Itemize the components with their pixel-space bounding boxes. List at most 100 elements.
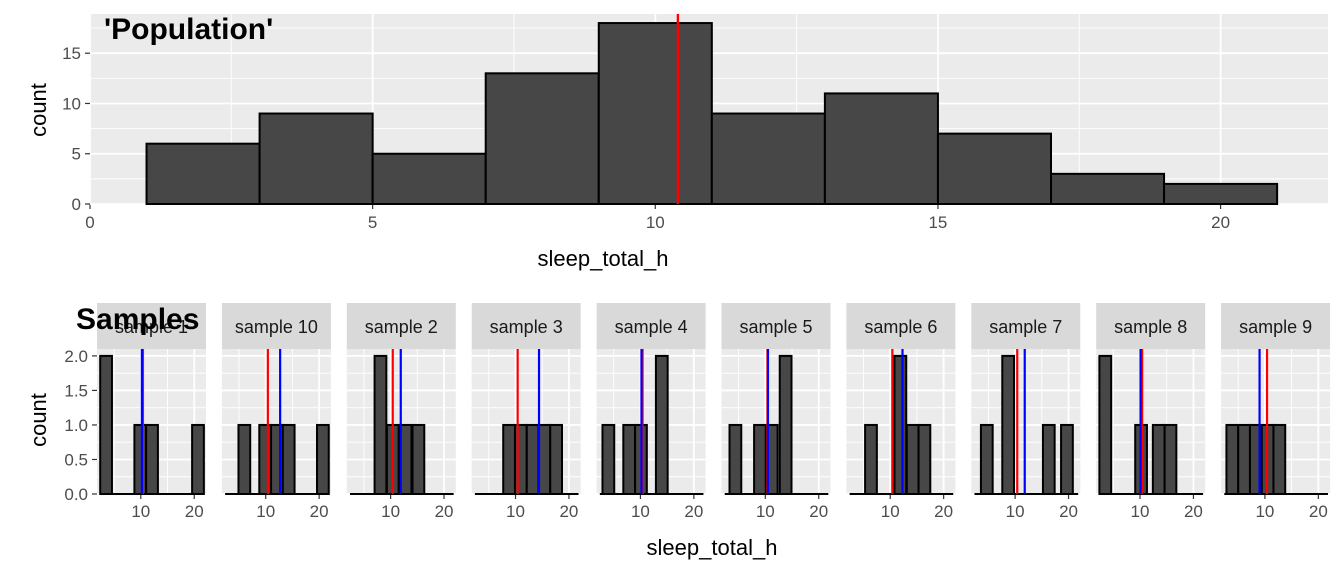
y-tick-label: 0.5 xyxy=(64,450,88,469)
histogram-bar xyxy=(133,423,148,496)
facet-strip-label: sample 1 xyxy=(115,317,188,337)
histogram-bar xyxy=(373,354,388,495)
x-tick-label: 10 xyxy=(1255,502,1274,521)
x-tick-label: 10 xyxy=(381,502,400,521)
histogram-bar xyxy=(281,423,296,496)
facet-panel: 10 20 sample 9 xyxy=(1221,303,1331,521)
x-tick-label: 10 xyxy=(646,213,665,232)
x-tick-label: 20 xyxy=(310,502,329,521)
x-tick-label: 10 xyxy=(756,502,775,521)
facet-panel: 10 20 sample 8 xyxy=(1096,303,1206,521)
samples-faceted-histograms: 10 20 sample 1 10 20 sample 10 10 20 sample 2 10 2… xyxy=(26,303,1331,560)
facet-strip xyxy=(721,303,831,349)
facet-panel: 10 20 sample 1 xyxy=(97,303,206,521)
histogram-bar xyxy=(601,423,616,496)
histogram-bar xyxy=(823,92,939,205)
histogram-bar xyxy=(778,354,793,495)
facet-strip xyxy=(596,303,706,349)
histogram-bar xyxy=(502,423,516,496)
histogram-bar xyxy=(258,423,273,496)
x-tick-label: 20 xyxy=(185,502,204,521)
facet-strip-label: sample 8 xyxy=(1114,317,1187,337)
histogram-bar xyxy=(145,423,159,496)
facet-panel: 10 20 sample 3 xyxy=(471,303,581,521)
facet-strip xyxy=(97,303,206,349)
histogram-bar xyxy=(1001,354,1016,495)
histogram-bar xyxy=(549,423,563,496)
x-tick-label: 20 xyxy=(809,502,828,521)
histogram-bar xyxy=(1151,423,1166,496)
histogram-bar xyxy=(597,22,713,205)
x-tick-label: 20 xyxy=(435,502,454,521)
histogram-bar xyxy=(484,72,600,206)
x-tick-label: 15 xyxy=(928,213,947,232)
x-axis-title: sleep_total_h xyxy=(538,246,669,271)
facet-strip-label: sample 10 xyxy=(235,317,318,337)
facet-strip-label: sample 9 xyxy=(1239,317,1312,337)
x-tick-label: 20 xyxy=(1309,502,1328,521)
y-tick-label: 2.0 xyxy=(64,347,88,366)
x-tick-label: 20 xyxy=(1059,502,1078,521)
histogram-bar xyxy=(1041,423,1056,496)
x-tick-label: 20 xyxy=(559,502,578,521)
x-tick-label: 5 xyxy=(368,213,377,232)
x-axis-title: sleep_total_h xyxy=(647,535,778,560)
histogram-bar xyxy=(99,354,113,495)
facet-strip xyxy=(1221,303,1331,349)
histogram-bar xyxy=(1163,182,1279,205)
x-tick-label: 10 xyxy=(1006,502,1025,521)
y-tick-label: 0 xyxy=(72,195,81,214)
facet-strip xyxy=(1096,303,1206,349)
facet-strip xyxy=(346,303,456,349)
histogram-bar xyxy=(371,152,487,205)
histogram-bar xyxy=(258,112,374,205)
facet-panel: 10 20 sample 7 xyxy=(971,303,1081,521)
histogram-bar xyxy=(316,423,330,496)
facet-panel: 10 20 sample 6 xyxy=(846,303,956,521)
histogram-bar xyxy=(237,423,252,496)
facet-panel-background xyxy=(1096,349,1206,494)
samples-title: Samples xyxy=(76,303,199,336)
histogram-bar xyxy=(917,423,932,496)
facet-strip xyxy=(471,303,581,349)
histogram-bar xyxy=(525,423,540,496)
facet-strip-label: sample 7 xyxy=(989,317,1062,337)
facet-panel: 10 20 sample 2 xyxy=(346,303,456,521)
x-tick-label: 0 xyxy=(85,213,94,232)
histogram-bar xyxy=(979,423,994,496)
histogram-bar xyxy=(864,423,878,496)
y-axis-title: count xyxy=(26,393,51,447)
histogram-bar xyxy=(191,423,205,496)
histogram-bar xyxy=(654,354,669,495)
facet-strip-label: sample 2 xyxy=(365,317,438,337)
histogram-bar xyxy=(145,142,261,205)
x-tick-label: 10 xyxy=(1131,502,1150,521)
histogram-bar xyxy=(905,423,920,496)
x-tick-label: 20 xyxy=(1184,502,1203,521)
y-tick-label: 0.0 xyxy=(64,485,88,504)
x-tick-label: 20 xyxy=(684,502,703,521)
y-tick-label: 5 xyxy=(72,145,81,164)
histogram-bar xyxy=(1050,172,1166,205)
y-axis-title: count xyxy=(26,83,51,137)
x-tick-label: 10 xyxy=(881,502,900,521)
histogram-bar xyxy=(753,423,767,496)
facet-strip xyxy=(221,303,331,349)
histogram-bar xyxy=(1237,423,1251,496)
facet-panel: 10 20 sample 4 xyxy=(596,303,706,521)
histogram-bar xyxy=(710,112,826,205)
histogram-bar xyxy=(411,423,426,496)
y-tick-label: 1.5 xyxy=(64,381,88,400)
histogram-bar xyxy=(1060,423,1074,496)
y-tick-label: 1.0 xyxy=(64,416,88,435)
population-title: 'Population' xyxy=(104,13,273,46)
x-tick-label: 20 xyxy=(1211,213,1230,232)
facet-panel: 10 20 sample 5 xyxy=(721,303,831,521)
histogram-bar xyxy=(936,132,1053,205)
histogram-bar xyxy=(1163,423,1178,496)
x-tick-label: 20 xyxy=(934,502,953,521)
x-tick-label: 10 xyxy=(506,502,525,521)
x-tick-label: 10 xyxy=(131,502,150,521)
histogram-bar xyxy=(893,354,908,495)
